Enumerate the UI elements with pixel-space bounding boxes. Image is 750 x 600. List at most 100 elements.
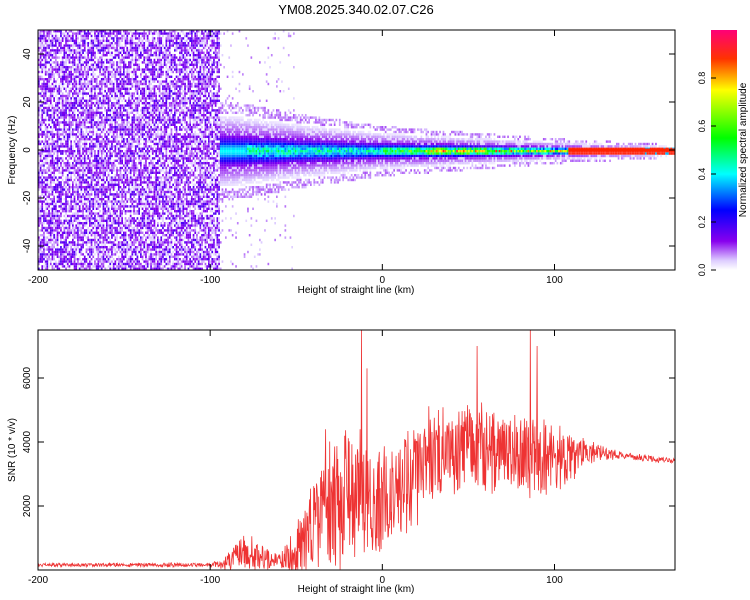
- spectrogram-cell: [39, 140, 42, 143]
- spectrogram-cell: [58, 85, 61, 88]
- spectrogram-cell: [140, 190, 142, 194]
- spectrogram-cell: [44, 66, 47, 69]
- spectrogram-cell: [140, 238, 142, 242]
- spectrogram-cell: [104, 49, 106, 52]
- spectrogram-cell: [106, 58, 108, 62]
- spectrogram-cell: [102, 44, 105, 47]
- spectrogram-cell: [75, 224, 78, 227]
- spectrogram-cell: [141, 147, 144, 150]
- spectrogram-cell: [109, 82, 112, 86]
- spectrogram-cell: [60, 186, 62, 189]
- spectrogram-cell: [112, 226, 115, 230]
- spectrogram-cell: [116, 140, 118, 143]
- spectrogram-cell: [111, 200, 113, 203]
- spectrogram-cell: [129, 66, 132, 69]
- spectrogram-cell: [70, 193, 72, 196]
- spectrogram-cell: [134, 114, 137, 117]
- spectrogram-cell: [66, 178, 69, 182]
- spectrogram-cell: [78, 236, 81, 239]
- spectrogram-cell: [148, 145, 151, 148]
- spectrogram-cell: [100, 126, 103, 129]
- spectrogram-cell: [90, 138, 93, 141]
- spectrogram-cell: [73, 231, 76, 234]
- spectrogram-cell: [100, 224, 103, 227]
- spectrogram-cell: [117, 150, 120, 153]
- spectrogram-cell: [82, 106, 84, 110]
- spectrogram-cell: [44, 176, 47, 179]
- spectrogram-cell: [53, 250, 55, 254]
- spectrogram-cell: [53, 176, 55, 179]
- spectrogram-cell: [131, 258, 134, 261]
- spectrogram-cell: [89, 87, 91, 90]
- spectrogram-cell: [126, 78, 129, 81]
- spectrogram-cell: [109, 152, 112, 155]
- spectrogram-cell: [51, 250, 54, 254]
- spectrogram-cell: [136, 51, 139, 54]
- spectrogram-cell: [143, 267, 146, 270]
- spectrogram-cell: [140, 164, 142, 167]
- spectrogram-cell: [80, 246, 83, 249]
- spectrogram-cell: [126, 39, 129, 42]
- spectrogram-cell: [124, 39, 127, 42]
- spectrogram-cell: [99, 157, 101, 160]
- spectrogram-cell: [150, 32, 152, 35]
- spectrogram-cell: [114, 195, 117, 198]
- spectrogram-cell: [134, 178, 137, 182]
- spectrogram-cell: [112, 109, 115, 112]
- spectrogram-cell: [38, 154, 40, 158]
- spectrogram-cell: [51, 214, 54, 218]
- spectrogram-cell: [124, 238, 127, 242]
- spectrogram-cell: [56, 262, 59, 266]
- spectrogram-cell: [102, 231, 105, 234]
- spectrogram-cell: [94, 183, 96, 186]
- spectrogram-cell: [128, 152, 130, 155]
- spectrogram-cell: [63, 32, 66, 35]
- spectrogram-cell: [66, 243, 69, 246]
- spectrogram-cell: [87, 154, 89, 158]
- spectrogram-cell: [82, 138, 84, 141]
- spectrogram-cell: [104, 260, 106, 263]
- spectrogram-cell: [87, 219, 89, 222]
- spectrogram-cell: [53, 174, 55, 177]
- spectrogram-cell: [109, 267, 112, 270]
- spectrogram-cell: [77, 128, 79, 131]
- spectrogram-cell: [53, 186, 55, 189]
- spectrogram-cell: [116, 44, 118, 47]
- spectrogram-cell: [150, 109, 152, 112]
- spectrogram-cell: [80, 99, 83, 102]
- spectrogram-cell: [92, 126, 95, 129]
- spectrogram-cell: [43, 226, 45, 230]
- spectrogram-cell: [44, 85, 47, 88]
- spectrogram-cell: [148, 106, 151, 110]
- spectrogram-cell: [146, 140, 149, 143]
- spectrogram-cell: [148, 51, 151, 54]
- spectrogram-cell: [131, 234, 134, 237]
- spectrogram-cell: [141, 106, 144, 110]
- spectrogram-cell: [112, 46, 115, 50]
- spectrogram-cell: [80, 133, 83, 136]
- spectrogram-cell: [82, 212, 84, 215]
- spectrogram-cell: [133, 234, 135, 237]
- spectrogram-cell: [117, 224, 120, 227]
- spectrogram-cell: [56, 99, 59, 102]
- spectrogram-cell: [53, 198, 55, 201]
- spectrogram-cell: [61, 255, 64, 258]
- spectrogram-cell: [92, 78, 95, 81]
- spectrogram-cell: [112, 200, 115, 203]
- spectrogram-cell: [73, 202, 76, 206]
- spectrogram-cell: [97, 51, 100, 54]
- spectrogram-cell: [126, 147, 129, 150]
- spectrogram-cell: [100, 154, 103, 158]
- spectrogram-cell: [140, 265, 142, 268]
- spectrogram-cell: [87, 51, 89, 54]
- spectrogram-cell: [112, 111, 115, 114]
- spectrogram-cell: [128, 128, 130, 131]
- spectrogram-cell: [53, 80, 55, 83]
- spectrogram-cell: [111, 82, 113, 86]
- spectrogram-cell: [77, 238, 79, 242]
- spectrogram-cell: [121, 114, 123, 117]
- spectrogram-cell: [141, 87, 144, 90]
- spectrogram-cell: [60, 226, 62, 230]
- spectrogram-cell: [114, 145, 117, 148]
- spectrogram-cell: [119, 169, 122, 172]
